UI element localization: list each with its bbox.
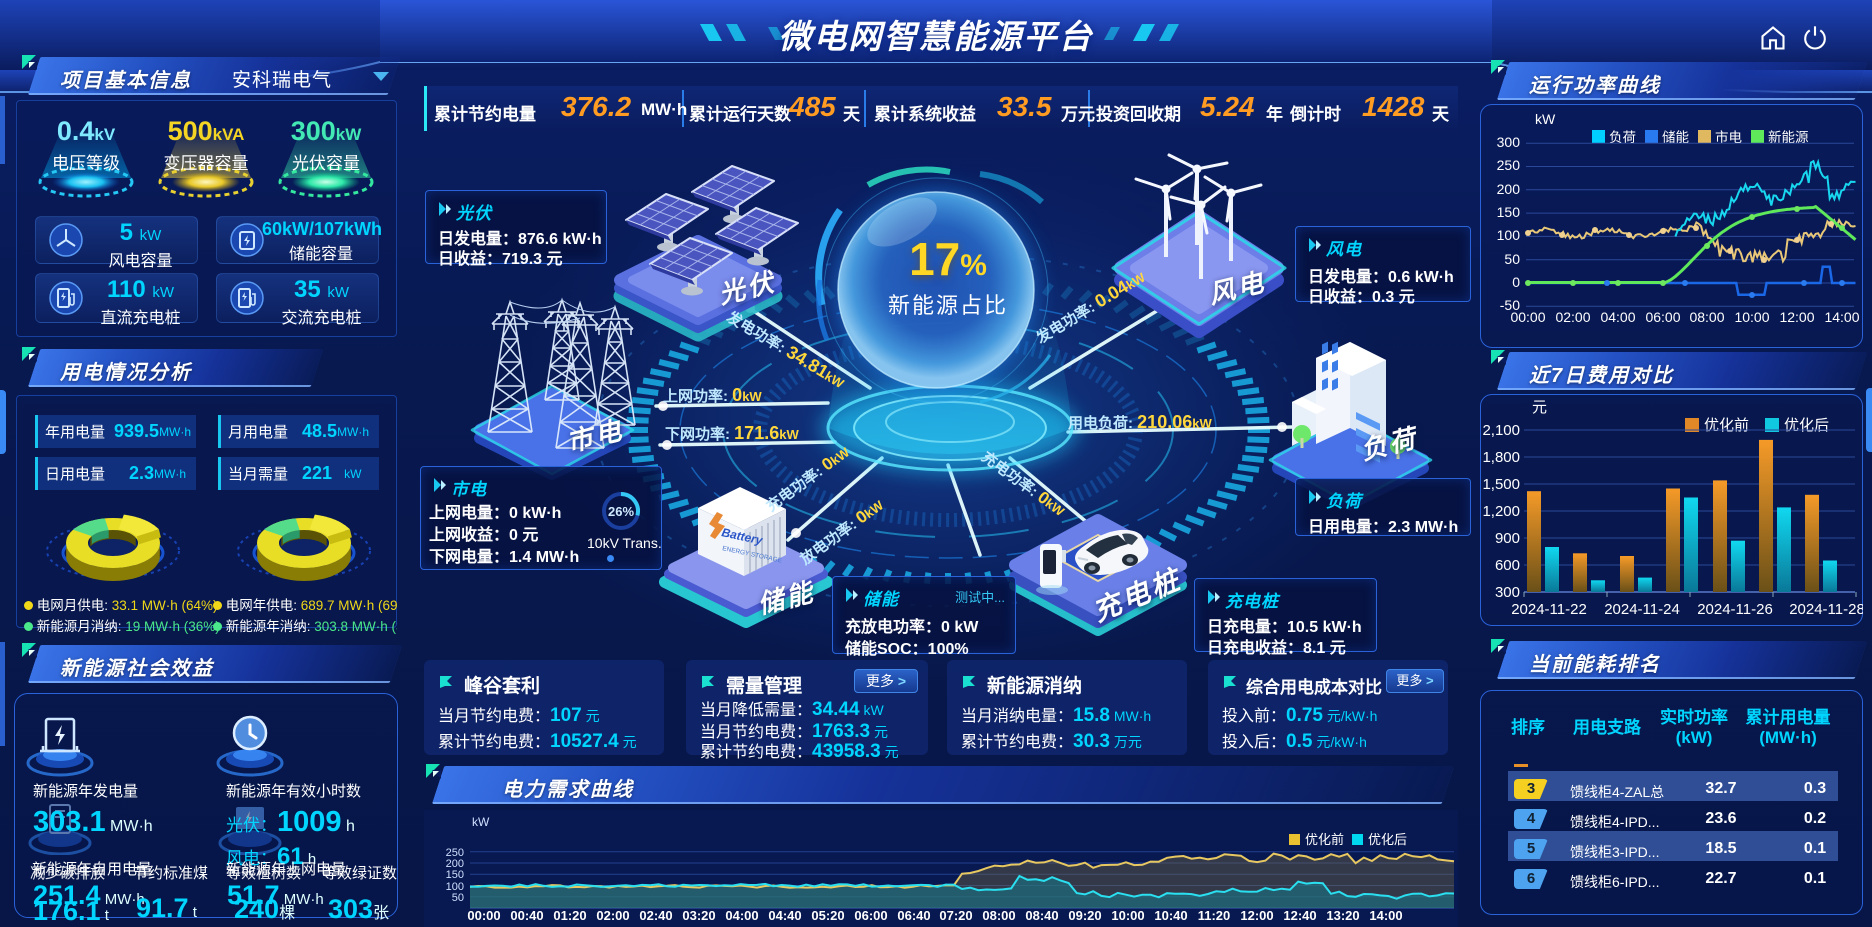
svg-text:负荷: 负荷 bbox=[1609, 130, 1636, 145]
svg-text:01:20: 01:20 bbox=[553, 908, 586, 923]
svg-text:10:00: 10:00 bbox=[1111, 908, 1144, 923]
svg-text:14:00: 14:00 bbox=[1369, 908, 1402, 923]
svg-text:新能源: 新能源 bbox=[1768, 130, 1809, 145]
svg-text:0: 0 bbox=[1512, 274, 1520, 290]
svg-text:200: 200 bbox=[446, 858, 464, 870]
svg-text:150: 150 bbox=[446, 869, 464, 881]
svg-text:02:00: 02:00 bbox=[1555, 309, 1590, 325]
svg-text:05:20: 05:20 bbox=[811, 908, 844, 923]
svg-text:2024-11-28: 2024-11-28 bbox=[1789, 601, 1863, 618]
svg-text:储能: 储能 bbox=[1662, 130, 1689, 145]
svg-text:02:00: 02:00 bbox=[596, 908, 629, 923]
svg-text:优化前: 优化前 bbox=[1704, 417, 1749, 434]
svg-text:08:00: 08:00 bbox=[1689, 309, 1724, 325]
svg-text:-50: -50 bbox=[1500, 297, 1520, 313]
svg-text:250: 250 bbox=[446, 847, 464, 859]
svg-text:元: 元 bbox=[1532, 399, 1547, 416]
svg-text:市电: 市电 bbox=[1715, 129, 1742, 145]
svg-text:200: 200 bbox=[1497, 181, 1521, 197]
svg-text:12:00: 12:00 bbox=[1779, 309, 1814, 325]
svg-text:26%: 26% bbox=[608, 504, 634, 519]
svg-text:kW: kW bbox=[472, 815, 490, 829]
svg-text:08:00: 08:00 bbox=[982, 908, 1015, 923]
svg-text:02:40: 02:40 bbox=[639, 908, 672, 923]
svg-text:00:00: 00:00 bbox=[467, 908, 500, 923]
svg-text:06:40: 06:40 bbox=[897, 908, 930, 923]
svg-text:12:00: 12:00 bbox=[1240, 908, 1273, 923]
svg-text:00:40: 00:40 bbox=[510, 908, 543, 923]
svg-text:04:00: 04:00 bbox=[1600, 309, 1635, 325]
svg-text:2024-11-26: 2024-11-26 bbox=[1697, 601, 1773, 618]
svg-text:04:40: 04:40 bbox=[768, 908, 801, 923]
svg-text:300: 300 bbox=[1495, 584, 1520, 601]
svg-text:09:20: 09:20 bbox=[1068, 908, 1101, 923]
svg-text:08:40: 08:40 bbox=[1025, 908, 1058, 923]
svg-text:2024-11-22: 2024-11-22 bbox=[1511, 601, 1587, 618]
svg-text:2024-11-24: 2024-11-24 bbox=[1604, 601, 1680, 618]
svg-text:10:00: 10:00 bbox=[1734, 309, 1769, 325]
svg-text:优化前: 优化前 bbox=[1305, 832, 1344, 847]
svg-text:kW: kW bbox=[1535, 111, 1556, 127]
svg-text:1,500: 1,500 bbox=[1482, 476, 1520, 493]
svg-text:2,100: 2,100 bbox=[1482, 422, 1520, 439]
svg-text:150: 150 bbox=[1497, 204, 1521, 220]
svg-text:优化后: 优化后 bbox=[1368, 832, 1407, 847]
svg-text:07:20: 07:20 bbox=[939, 908, 972, 923]
svg-text:04:00: 04:00 bbox=[725, 908, 758, 923]
svg-text:100: 100 bbox=[1497, 227, 1521, 243]
svg-text:优化后: 优化后 bbox=[1784, 417, 1829, 434]
svg-text:50: 50 bbox=[1504, 251, 1520, 267]
svg-text:13:20: 13:20 bbox=[1326, 908, 1359, 923]
svg-text:250: 250 bbox=[1497, 157, 1521, 173]
svg-text:300: 300 bbox=[1497, 134, 1521, 150]
svg-text:11:20: 11:20 bbox=[1198, 908, 1231, 923]
svg-text:06:00: 06:00 bbox=[1645, 309, 1680, 325]
svg-text:1,200: 1,200 bbox=[1482, 503, 1520, 520]
svg-text:50: 50 bbox=[452, 892, 464, 904]
svg-text:10:40: 10:40 bbox=[1154, 908, 1187, 923]
svg-text:12:40: 12:40 bbox=[1283, 908, 1316, 923]
svg-text:14:00: 14:00 bbox=[1824, 309, 1859, 325]
svg-text:06:00: 06:00 bbox=[854, 908, 887, 923]
svg-text:600: 600 bbox=[1495, 557, 1520, 574]
svg-text:1,800: 1,800 bbox=[1482, 449, 1520, 466]
svg-text:100: 100 bbox=[446, 881, 464, 893]
svg-text:03:20: 03:20 bbox=[682, 908, 715, 923]
svg-text:900: 900 bbox=[1495, 530, 1520, 547]
svg-text:00:00: 00:00 bbox=[1510, 309, 1545, 325]
